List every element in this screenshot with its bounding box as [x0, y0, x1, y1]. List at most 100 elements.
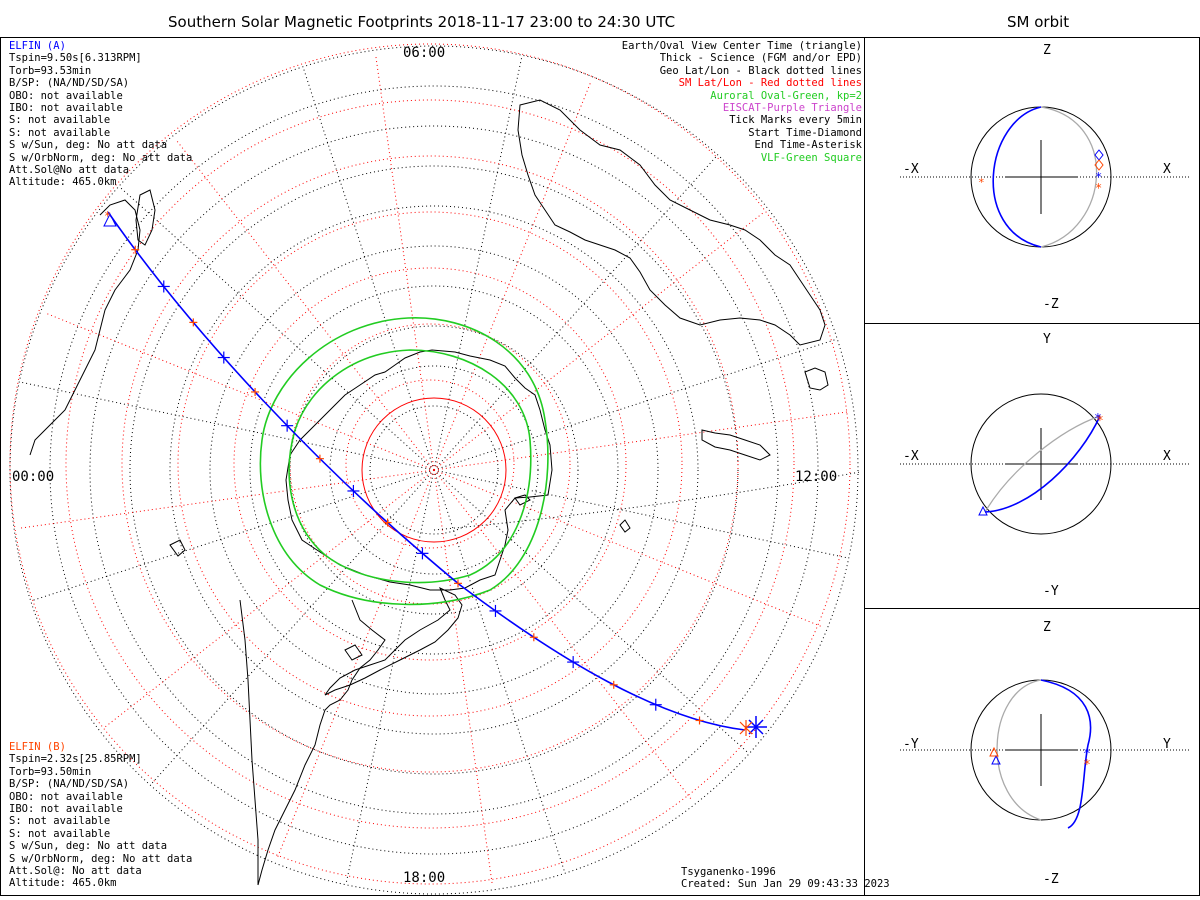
geo-lon-line: [19, 381, 435, 471]
australia-coast: [517, 99, 826, 346]
panel1-up: Z: [1043, 43, 1051, 58]
tasmania-coast: [804, 367, 829, 391]
panel3-down: -Z: [1043, 872, 1059, 887]
orbit-panels: * * * * * * *: [900, 106, 1190, 829]
label-right: 12:00: [795, 469, 838, 485]
elfin-b-end-asterisk: [739, 720, 753, 736]
geo-lat-circle: [89, 125, 779, 815]
orbit-2-end-b: *: [1096, 414, 1104, 429]
orbit-title: SM orbit: [1007, 13, 1070, 31]
geo-lon-line: [433, 154, 719, 471]
sm-lon-line: [433, 469, 493, 886]
legend: Earth/Oval View Center Time (triangle) Th…: [622, 40, 862, 164]
end-markers: [739, 716, 767, 738]
elfin-a-line: Torb=93.53min: [9, 64, 92, 77]
panel3-right: Y: [1163, 737, 1171, 752]
geo-lon-line: [433, 469, 566, 874]
panel1-down: -Z: [1043, 297, 1059, 312]
orbit-panel-xy: * *: [900, 393, 1190, 535]
sm-lat-circle: [233, 267, 627, 661]
legend-item: End Time-Asterisk: [754, 139, 862, 152]
geo-meridian-line: [433, 471, 861, 531]
elfin-b-line: B/SP: (NA/ND/SD/SA): [9, 778, 130, 791]
sm-lon-line: [44, 312, 435, 471]
orbit-3-end-b: *: [1083, 758, 1091, 773]
geo-lat-circle: [369, 405, 499, 535]
sm-lon-line: [102, 469, 435, 729]
sm-lat-circle: [289, 323, 571, 605]
sm-lat-circle: [345, 379, 515, 549]
sm-lon-line: [433, 80, 592, 471]
sm-grid: [9, 43, 851, 886]
panel2-up: Y: [1043, 332, 1051, 347]
orbit-1-diamond-b: [1094, 159, 1104, 171]
legend-item: Earth/Oval View Center Time (triangle): [621, 40, 862, 52]
panel2-right: X: [1163, 449, 1171, 464]
label-left: 00:00: [12, 469, 55, 485]
sm-lon-line: [18, 469, 435, 529]
elfin-b-line: S: not available: [9, 815, 111, 828]
madagascar-coast: [135, 189, 156, 246]
orbit-gray-2: [984, 415, 1101, 513]
geo-lon-line: [433, 469, 750, 755]
geo-lon-line: [118, 185, 435, 471]
panel2-left: -X: [903, 449, 919, 464]
sm-lon-line: [433, 411, 850, 471]
elfin-a-lines: Tspin=9.50s[6.313RPM] Torb=93.53min B/SP: …: [9, 52, 192, 188]
start-markers: *: [103, 209, 117, 227]
legend-item: Tick Marks every 5min: [729, 114, 862, 127]
sm-lat-circle: [177, 211, 683, 717]
label-bottom: 18:00: [403, 870, 446, 886]
geo-lat-circle: [289, 325, 579, 615]
geo-lon-line: [433, 338, 838, 471]
sm-lat-circle: [65, 99, 795, 829]
elfin-a-line: OBO: not available: [9, 89, 123, 102]
elfin-b-line: Altitude: 465.0km: [9, 877, 117, 890]
antarctic-peninsula: [514, 494, 531, 506]
geo-lat-circle: [249, 285, 619, 655]
panel2-down: -Y: [1043, 584, 1059, 599]
antarctica-coast: [285, 349, 553, 591]
elfin-a-line: Tspin=9.50s[6.313RPM]: [9, 52, 142, 65]
islands-2: [344, 644, 363, 661]
auroral-ovals: [259, 317, 549, 606]
legend-item: Geo Lat/Lon - Black dotted lines: [659, 64, 862, 77]
south-america-east: [257, 599, 386, 886]
sm-lon-line: [433, 469, 693, 802]
auroral-oval-outer: [259, 317, 549, 606]
panel1-left: -X: [903, 162, 919, 177]
orbit-gray-3: [996, 679, 1042, 821]
south-america-west: [239, 599, 259, 885]
geo-lon-line: [433, 55, 523, 471]
elfin-b-line: Torb=93.50min: [9, 765, 92, 778]
elfin-a-info: ELFIN (A) Tspin=9.50s[6.313RPM] Torb=93.5…: [9, 40, 192, 189]
elfin-b-line: OBO: not available: [9, 790, 123, 803]
auroral-oval-inner: [288, 349, 532, 584]
new-zealand-coast: [701, 429, 771, 461]
orbit-gray-1: [1040, 106, 1098, 248]
elfin-a-line: S w/OrbNorm, deg: No att data: [9, 151, 193, 164]
elfin-a-start-triangle: [103, 212, 117, 227]
elfin-b-line: S: not available: [9, 827, 111, 840]
orbit-1-diamond-a: [1094, 149, 1104, 161]
sm-lat-circle: [121, 155, 739, 773]
geo-lon-line: [302, 66, 435, 471]
sm-lon-line: [175, 138, 435, 471]
elfin-a-line: B/SP: (NA/ND/SD/SA): [9, 77, 130, 90]
geo-lat-circle: [169, 205, 699, 735]
orbit-3-triangle-a: [991, 754, 1001, 765]
elfin-b-info: ELFIN (B) Tspin=2.32s[25.85RPM] Torb=93.5…: [9, 741, 192, 890]
main-title: Southern Solar Magnetic Footprints 2018-…: [168, 13, 676, 31]
islands-1: [619, 519, 631, 533]
elfin-b-line: Att.Sol@: No att data: [9, 865, 142, 878]
sm-pole-circle: [361, 397, 507, 543]
geo-lat-circle: [129, 165, 739, 775]
elfin-b-line: S w/OrbNorm, deg: No att data: [9, 852, 193, 865]
coastlines: [29, 99, 829, 886]
orbit-blue-1: [992, 106, 1042, 248]
elfin-a-line: S w/Sun, deg: No att data: [9, 139, 168, 152]
legend-item: Start Time-Diamond: [748, 126, 862, 139]
sm-lon-line: [433, 469, 824, 628]
elfin-a-line: Altitude: 465.0km: [9, 176, 117, 189]
legend-item: Thick - Science (FGM and/or EPD): [659, 52, 862, 65]
